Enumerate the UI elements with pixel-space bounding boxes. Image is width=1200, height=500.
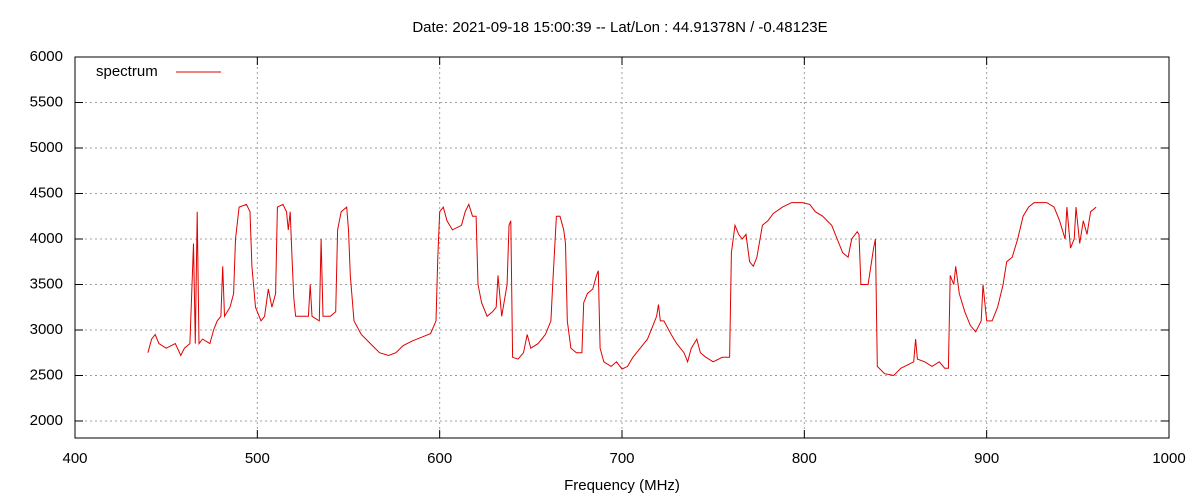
y-tick-label: 3500 [30,275,63,292]
x-axis-label: Frequency (MHz) [564,477,680,494]
plot-border [74,56,1170,439]
chart-title: Date: 2021-09-18 15:00:39 -- Lat/Lon : 4… [412,19,827,36]
x-tick-label: 400 [62,450,87,467]
y-tick-label: 5500 [30,93,63,110]
y-tick-label: 6000 [30,48,63,65]
x-tick-label: 700 [609,450,634,467]
x-tick-label: 900 [974,450,999,467]
x-tick-label: 800 [792,450,817,467]
y-tick-label: 4000 [30,230,63,247]
x-tick-label: 600 [427,450,452,467]
y-tick-label: 4500 [30,184,63,201]
x-tick-label: 500 [245,450,270,467]
spectrum-line [147,202,1097,377]
x-tick-label: 1000 [1152,450,1185,467]
y-tick-label: 3000 [30,321,63,338]
y-tick-label: 2000 [30,412,63,429]
y-tick-label: 5000 [30,139,63,156]
legend-label: spectrum [96,63,158,80]
y-tick-label: 2500 [30,366,63,383]
